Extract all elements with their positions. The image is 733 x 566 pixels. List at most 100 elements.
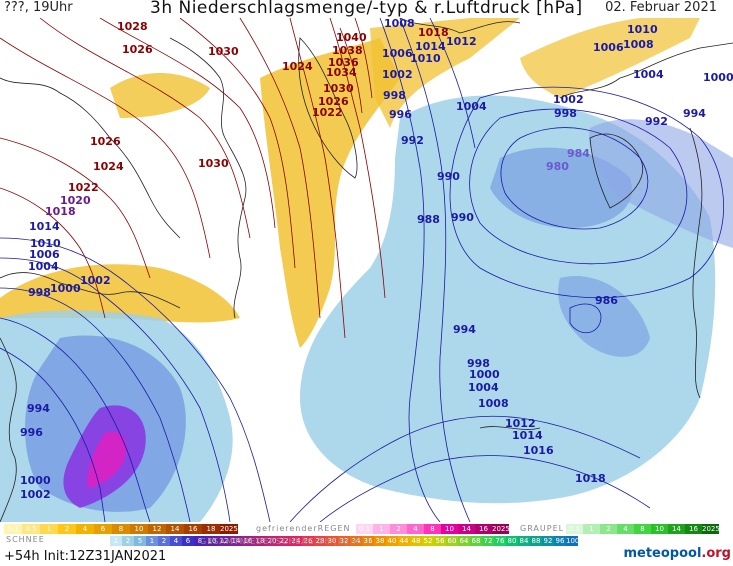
legend-cell: 40 <box>386 536 398 546</box>
legend-cell: 14 <box>458 524 475 534</box>
legend-cell: 0.1 <box>4 524 22 534</box>
legend-cell: 0.1 <box>566 524 583 534</box>
legend-cell: 20 <box>266 536 278 546</box>
legend-freezing-label: gefrierenderREGEN <box>256 524 351 533</box>
isobar-label: 1024 <box>93 160 124 173</box>
legend-cell: 0.1 <box>356 524 373 534</box>
isobar-label: 992 <box>645 115 668 128</box>
legend-cell: 28 <box>314 536 326 546</box>
legend-cell: 16 <box>242 536 254 546</box>
legend-cell: 1 <box>110 536 122 546</box>
legend-cell: 22 <box>278 536 290 546</box>
legend-cell: 10 <box>441 524 458 534</box>
isobar-label: 1008 <box>384 18 415 30</box>
isobar-label: 1030 <box>198 157 229 170</box>
isobar-label: 998 <box>28 286 51 299</box>
isobar-label: 1026 <box>90 135 121 148</box>
legend-total-scale: 1 2 5 1 2 4 6 8 10 12 14 16 18 20 22 24 26 28 30 32 34 36 38 40… <box>110 536 578 546</box>
legend-cell: 80 <box>506 536 518 546</box>
isobar-label: 994 <box>683 107 706 120</box>
isobar-label: 1016 <box>523 444 554 457</box>
legend-cell: 4 <box>76 524 94 534</box>
legend-cell: 0.5 <box>22 524 40 534</box>
legend-cell: 32 <box>338 536 350 546</box>
isobar-label: 1014 <box>29 220 60 233</box>
isobar-label: 1004 <box>468 381 499 394</box>
isobar-label: 990 <box>451 211 474 224</box>
isobar-label: 1022 <box>68 181 99 194</box>
isobar-label: 986 <box>595 294 618 307</box>
rain-area-east <box>558 276 650 357</box>
isobar-label: 1008 <box>623 38 654 51</box>
isobar-label: 992 <box>401 134 424 147</box>
legend-cell: 1 <box>373 524 390 534</box>
legend-cell: 10 <box>651 524 668 534</box>
legend-cell: 14 <box>166 524 184 534</box>
legend-cell: 100 <box>566 536 578 546</box>
coastlines <box>0 18 733 522</box>
isobar-label: 998 <box>383 89 406 102</box>
legend-cell: 18 <box>254 536 266 546</box>
isobar-label: 1034 <box>326 66 357 79</box>
isobar-label: 1000 <box>20 474 51 487</box>
legend-cell: 1 <box>40 524 58 534</box>
legend-cell: 60 <box>446 536 458 546</box>
legend-cell: 2025+ <box>220 524 238 534</box>
legend-cell: 12 <box>148 524 166 534</box>
isobar-label: 1008 <box>478 397 509 410</box>
logo-main: meteopool <box>623 546 702 561</box>
isobar-label: 1038 <box>332 44 363 57</box>
isobar-label: 1010 <box>627 23 658 36</box>
isobar-label: 1006 <box>382 47 413 60</box>
snow-area-north <box>370 18 520 128</box>
isobar-label: 990 <box>437 170 460 183</box>
legend-cell: 16 <box>475 524 492 534</box>
isobar-label: 994 <box>453 323 476 336</box>
legend-cell: 64 <box>458 536 470 546</box>
isobar-label: 1020 <box>60 194 91 207</box>
legend-graupel-label: GRAUPEL <box>520 524 565 533</box>
isobar-label: 994 <box>27 402 50 415</box>
isobar-label: 1006 <box>593 41 624 54</box>
isobar-label: 996 <box>20 426 43 439</box>
legend-cell: 8 <box>194 536 206 546</box>
legend-cell: 8 <box>112 524 130 534</box>
isobar-labels-low: 1008 1018 1014 1010 1012 1006 1002 998 9… <box>20 18 733 501</box>
legend-cell: 34 <box>350 536 362 546</box>
legend-cell: 8 <box>634 524 651 534</box>
legend-cell: 4 <box>617 524 634 534</box>
isobar-label: 998 <box>467 357 490 370</box>
legend-cell: 14 <box>230 536 242 546</box>
isobar-label: 1012 <box>446 35 477 48</box>
legend-cell: 84 <box>518 536 530 546</box>
legend-cell: 2 <box>600 524 617 534</box>
legend-cell: 2025+ <box>492 524 509 534</box>
legend-cell: 92 <box>542 536 554 546</box>
isobar-label: 1010 <box>410 52 441 65</box>
isobar-label: 1018 <box>45 205 76 218</box>
isobar-label: 1000 <box>50 282 81 295</box>
isobar-label: 1002 <box>20 488 51 501</box>
rain-area-low-center <box>490 147 632 228</box>
legend-cell: 2 <box>158 536 170 546</box>
isobar-label: 1030 <box>323 82 354 95</box>
snow-area-ne <box>520 18 700 98</box>
legend-cell: 56 <box>434 536 446 546</box>
legend-cell: 44 <box>398 536 410 546</box>
isobar-label: 1012 <box>505 417 536 430</box>
legend-cell: 2 <box>122 536 134 546</box>
legend-cell: 6 <box>94 524 112 534</box>
legend-cell: 30 <box>326 536 338 546</box>
isobar-label: 1002 <box>80 274 111 287</box>
isobar-label: 984 <box>567 147 590 160</box>
legend-cell: 10 <box>130 524 148 534</box>
isobars-low <box>0 18 724 522</box>
meteopool-logo[interactable]: meteopool.org <box>623 546 731 561</box>
legend-cell: 48 <box>410 536 422 546</box>
isobar-label: 988 <box>417 213 440 226</box>
legend-cell: 1 <box>583 524 600 534</box>
header-bar: ???, 19Uhr 3h Niederschlagsmenge/-typ & … <box>0 0 733 18</box>
isobar-label: 1030 <box>208 45 239 58</box>
